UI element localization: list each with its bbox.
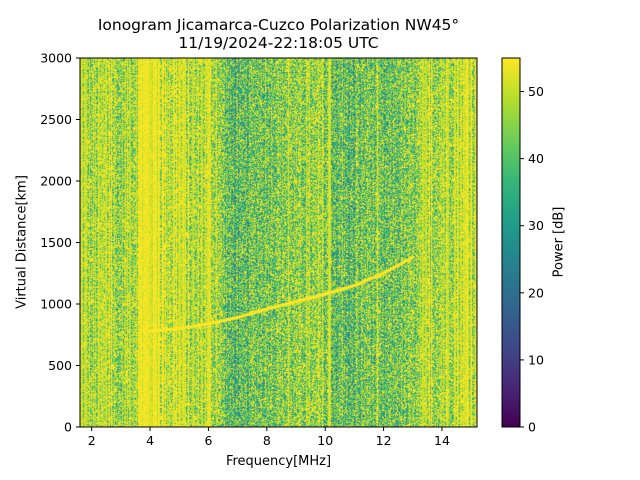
colorbar-tick-label: 30 bbox=[528, 218, 544, 233]
plot-frame bbox=[79, 57, 478, 428]
y-tick-label: 1500 bbox=[40, 235, 72, 250]
y-tick-label: 0 bbox=[64, 420, 72, 435]
x-axis-label: Frequency[MHz] bbox=[225, 454, 332, 469]
colorbar-tick-label: 0 bbox=[528, 420, 536, 435]
x-tick-label: 12 bbox=[376, 433, 392, 448]
x-tick-label: 2 bbox=[88, 433, 96, 448]
colorbar-label: Power [dB] bbox=[551, 206, 567, 278]
colorbar-tick-label: 10 bbox=[528, 352, 544, 367]
y-tick-label: 500 bbox=[48, 358, 72, 373]
colorbar-tick-label: 40 bbox=[528, 151, 544, 166]
x-tick-label: 8 bbox=[263, 433, 271, 448]
chart-subtitle: 11/19/2024-22:18:05 UTC bbox=[178, 34, 379, 52]
y-tick-label: 3000 bbox=[40, 51, 72, 66]
x-tick-label: 10 bbox=[317, 433, 333, 448]
colorbar-tick-label: 20 bbox=[528, 285, 544, 300]
ionogram-heatmap bbox=[80, 58, 477, 427]
x-tick-label: 14 bbox=[434, 433, 450, 448]
colorbar-gradient bbox=[502, 58, 520, 427]
y-axis-label: Virtual Distance[km] bbox=[14, 175, 30, 309]
y-tick-label: 1000 bbox=[40, 297, 72, 312]
x-tick-label: 4 bbox=[146, 433, 154, 448]
x-tick-label: 6 bbox=[204, 433, 212, 448]
colorbar-frame bbox=[501, 57, 521, 428]
colorbar-tick-label: 50 bbox=[528, 84, 544, 99]
y-tick-label: 2000 bbox=[40, 174, 72, 189]
y-tick-label: 2500 bbox=[40, 112, 72, 127]
chart-title: Ionogram Jicamarca-Cuzco Polarization NW… bbox=[97, 16, 460, 34]
